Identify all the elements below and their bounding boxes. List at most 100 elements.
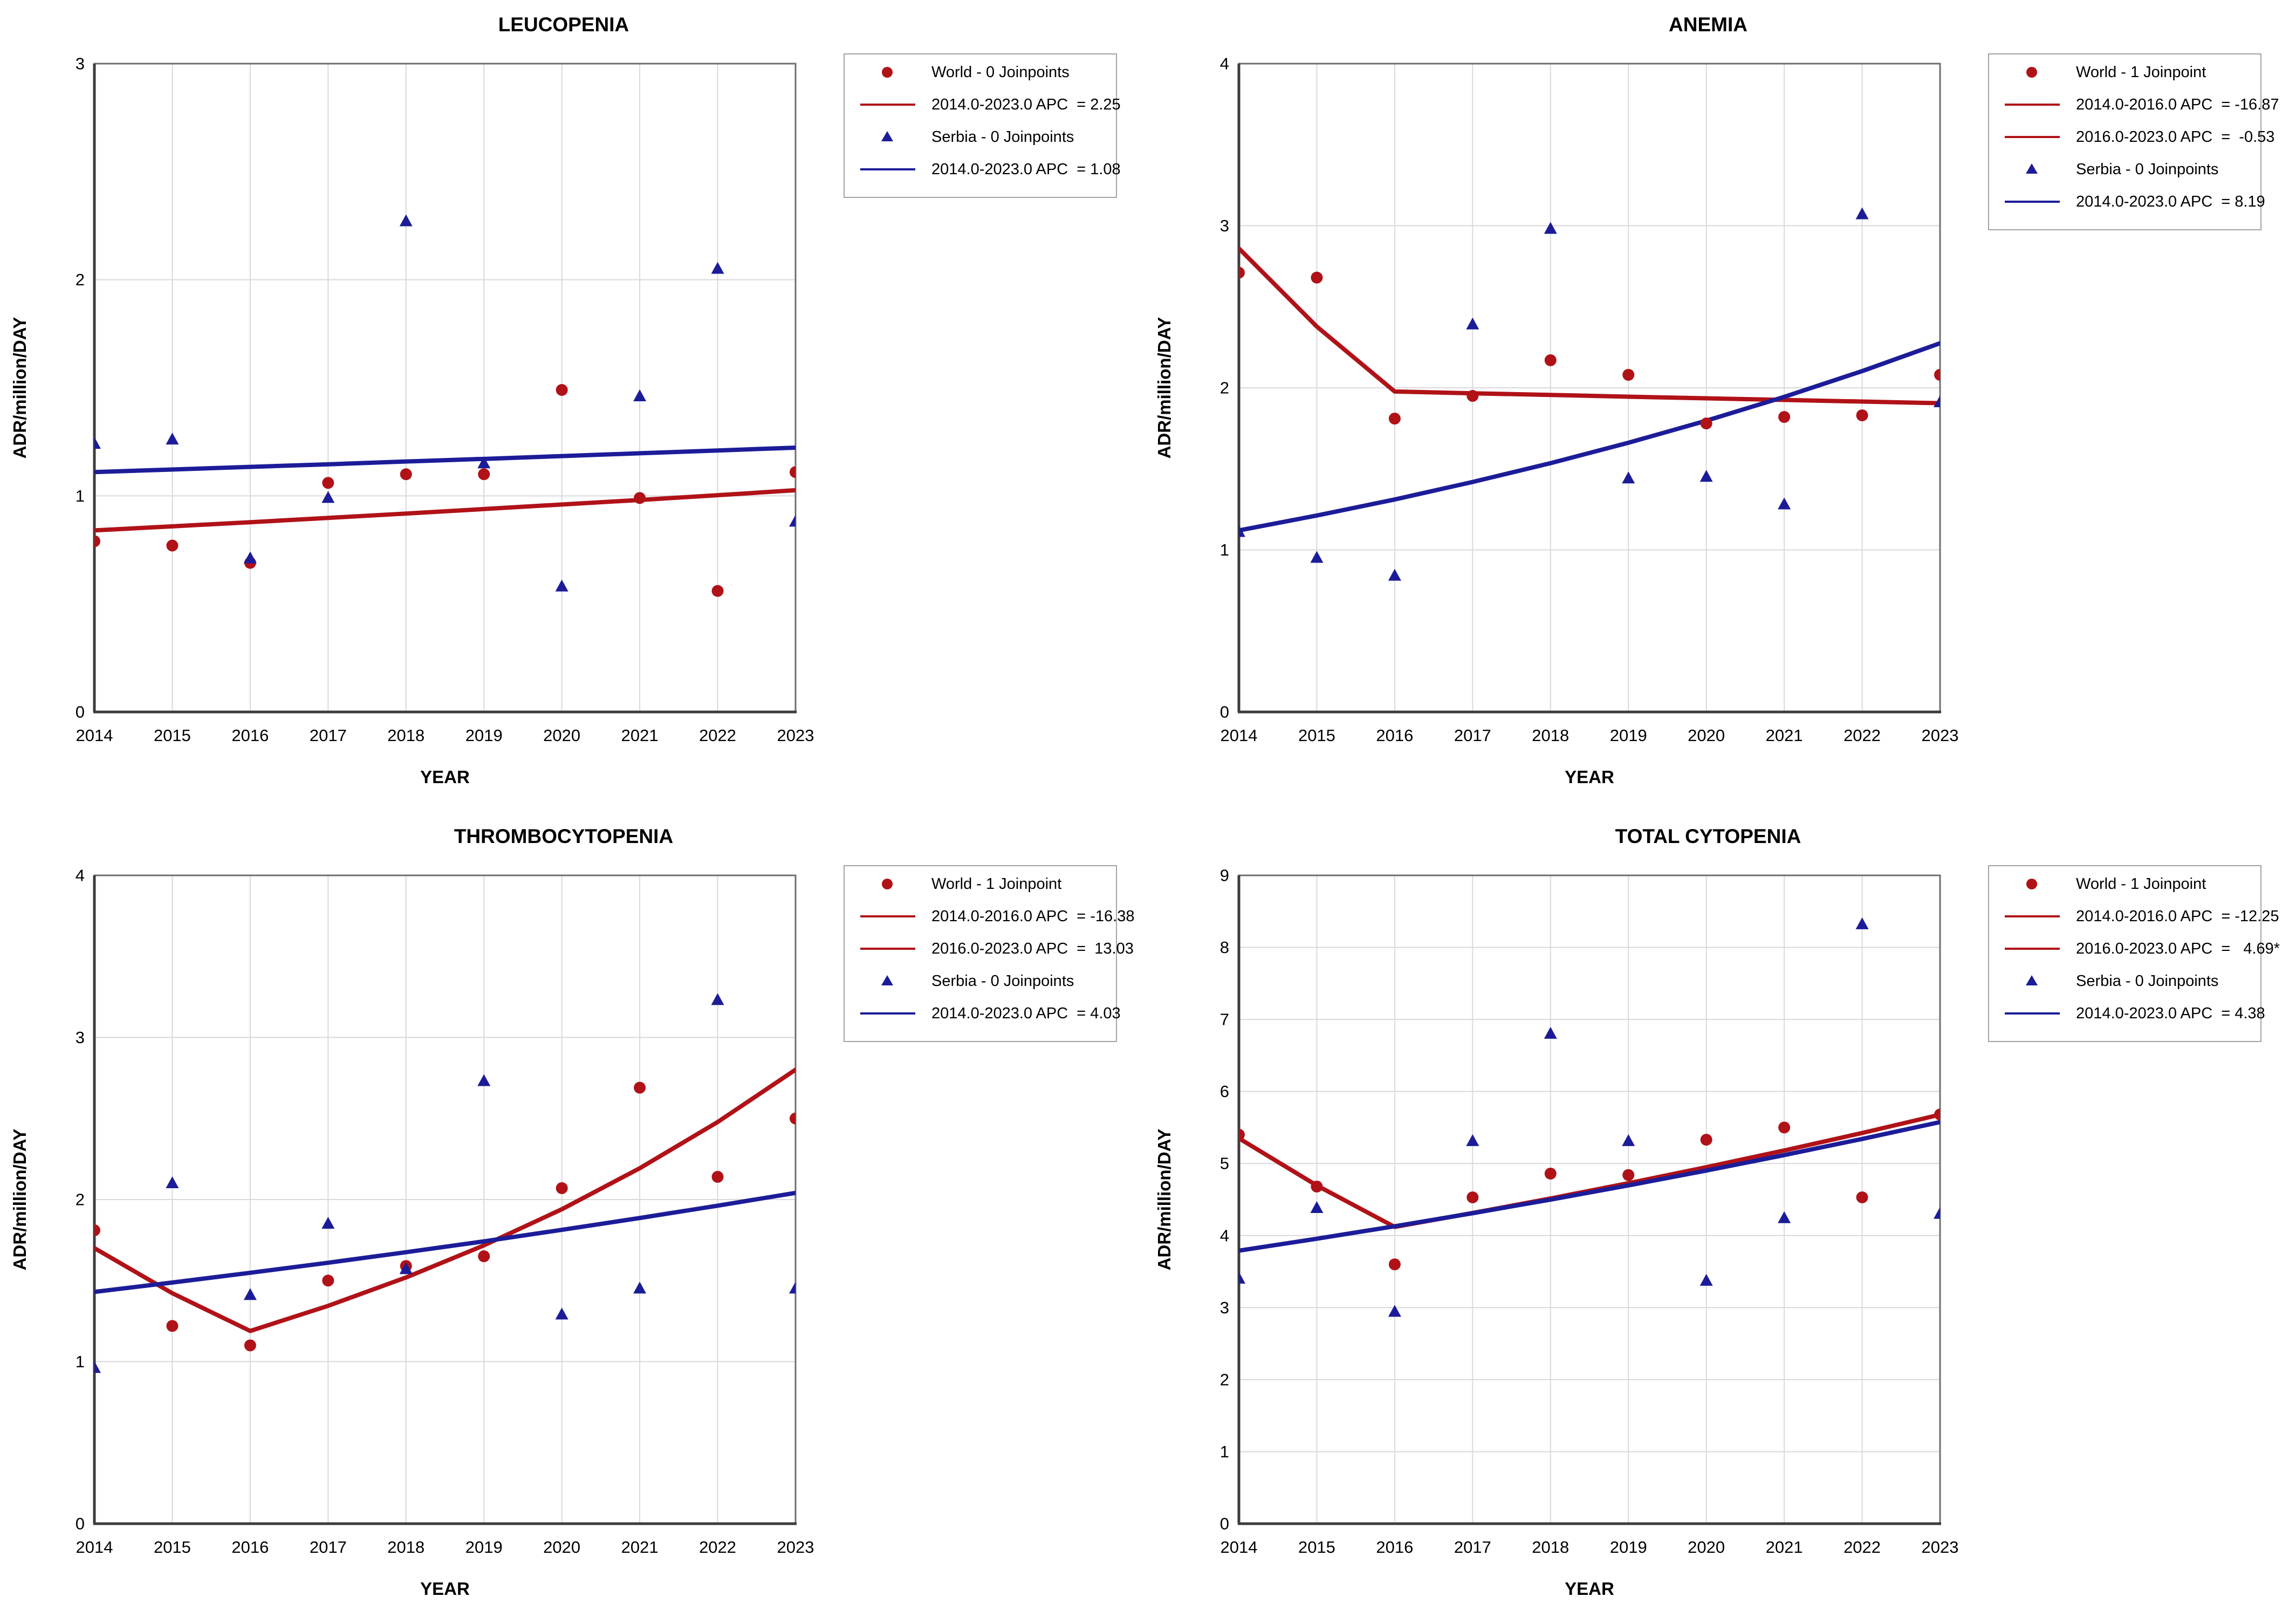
legend: World - 1 Joinpoint 2014.0-2016.0 APC = -… bbox=[844, 865, 1134, 1042]
chart-canvas: 0 1 2 3 4 5 6 7 8 9 2014 2015 2016 2017 2018 2019 2020 20… bbox=[1154, 825, 2280, 1599]
world-data-point bbox=[790, 1112, 796, 1125]
world-trend-line bbox=[94, 488, 796, 533]
chart-canvas: 0 1 2 3 4 2014 2015 2016 2017 2018 2019 2020 2021 202… bbox=[10, 825, 1134, 1599]
x-tick-label: 2015 bbox=[154, 726, 191, 745]
y-tick-label: 4 bbox=[76, 866, 85, 885]
world-data-point bbox=[478, 1250, 490, 1263]
y-tick-label: 5 bbox=[1220, 1154, 1229, 1173]
y-tick-label: 2 bbox=[1220, 379, 1229, 398]
chart-anemia: 0 1 2 3 4 2014 2015 2016 2017 2018 2019 2020 2021 202… bbox=[1144, 0, 2289, 812]
x-tick-label: 2014 bbox=[76, 1538, 113, 1557]
serbia-data-point bbox=[166, 433, 179, 445]
legend-label: Serbia - 0 Joinpoints bbox=[2076, 972, 2218, 990]
y-tick-label: 0 bbox=[1220, 1515, 1229, 1533]
x-tick-label: 2014 bbox=[76, 726, 113, 745]
chart-canvas: 0 1 2 3 2014 2015 2016 2017 2018 2019 2020 2021 2022… bbox=[10, 13, 1121, 787]
world-data-point bbox=[1466, 1191, 1479, 1203]
y-tick-label: 1 bbox=[1220, 540, 1229, 559]
serbia-data-point bbox=[1778, 1211, 1791, 1223]
serbia-data-point bbox=[243, 551, 257, 564]
x-tick-label: 2019 bbox=[465, 726, 503, 745]
serbia-data-point bbox=[1466, 1134, 1479, 1146]
legend-marker-triangle bbox=[2026, 975, 2038, 985]
world-data-point bbox=[556, 384, 568, 396]
x-tick-label: 2014 bbox=[1221, 1538, 1258, 1557]
world-data-point bbox=[1239, 266, 1245, 279]
world-data-point bbox=[790, 466, 796, 478]
world-data-point bbox=[322, 1274, 334, 1287]
chart-total-cytopenia: 0 1 2 3 4 5 6 7 8 9 2014 2015 2016 2017 2018 2019 2020 20… bbox=[1144, 812, 2289, 1624]
serbia-data-point bbox=[711, 262, 724, 274]
world-data-point bbox=[1778, 411, 1791, 423]
serbia-trend-line bbox=[1239, 1120, 1940, 1253]
x-tick-label: 2020 bbox=[543, 726, 580, 745]
serbia-data-point bbox=[94, 437, 101, 449]
x-tick-label: 2017 bbox=[310, 1538, 347, 1557]
x-tick-label: 2016 bbox=[231, 726, 269, 745]
y-tick-label: 2 bbox=[76, 1190, 85, 1209]
y-tick-label: 3 bbox=[1220, 216, 1229, 235]
y-tick-label: 1 bbox=[76, 486, 85, 505]
serbia-data-point bbox=[1699, 470, 1713, 482]
x-tick-label: 2018 bbox=[387, 1538, 424, 1557]
serbia-data-point bbox=[1388, 568, 1401, 581]
legend-marker-triangle bbox=[881, 131, 893, 141]
world-data-point bbox=[1239, 1128, 1245, 1141]
y-tick-label: 7 bbox=[1220, 1010, 1229, 1029]
serbia-data-point bbox=[1934, 395, 1940, 408]
y-axis-label: ADR/million/DAY bbox=[1154, 317, 1174, 459]
legend-marker-triangle bbox=[2026, 163, 2038, 174]
x-tick-label: 2018 bbox=[1532, 1538, 1569, 1557]
serbia-data-point bbox=[1544, 222, 1557, 234]
serbia-data-point bbox=[399, 214, 413, 227]
world-data-point bbox=[556, 1182, 568, 1194]
world-data-point bbox=[1544, 354, 1557, 366]
y-tick-label: 3 bbox=[76, 1028, 85, 1047]
serbia-data-point bbox=[789, 515, 796, 527]
serbia-data-point bbox=[399, 1262, 413, 1274]
serbia-data-point bbox=[321, 491, 335, 503]
world-data-point bbox=[1544, 1167, 1557, 1180]
x-tick-label: 2015 bbox=[154, 1538, 191, 1557]
y-tick-label: 8 bbox=[1220, 938, 1229, 957]
y-tick-label: 0 bbox=[1220, 703, 1229, 722]
y-tick-label: 1 bbox=[76, 1352, 85, 1371]
world-data-point bbox=[711, 1170, 724, 1183]
serbia-data-point bbox=[1778, 497, 1791, 510]
x-axis-label: YEAR bbox=[420, 767, 470, 787]
world-data-point bbox=[1466, 390, 1479, 402]
world-data-point bbox=[94, 535, 100, 547]
legend-marker-triangle bbox=[881, 975, 893, 985]
x-tick-label: 2022 bbox=[1843, 726, 1881, 745]
legend: World - 1 Joinpoint 2014.0-2016.0 APC = -… bbox=[1988, 53, 2279, 230]
world-trend-line bbox=[94, 1067, 796, 1333]
serbia-data-point bbox=[1699, 1273, 1713, 1286]
x-tick-label: 2020 bbox=[1688, 726, 1725, 745]
world-data-point bbox=[1778, 1121, 1791, 1134]
legend-marker-circle bbox=[882, 879, 893, 889]
serbia-data-point bbox=[321, 1217, 335, 1229]
serbia-data-point bbox=[1239, 1271, 1245, 1284]
x-tick-label: 2021 bbox=[621, 1538, 659, 1557]
x-tick-label: 2021 bbox=[1766, 726, 1803, 745]
y-tick-label: 1 bbox=[1220, 1442, 1229, 1461]
y-tick-label: 9 bbox=[1220, 866, 1229, 885]
serbia-data-point bbox=[243, 1288, 257, 1300]
x-tick-label: 2016 bbox=[1376, 1538, 1413, 1557]
legend-label: 2014.0-2023.0 APC = 1.08 bbox=[931, 161, 1121, 178]
world-data-point bbox=[1856, 409, 1868, 422]
world-data-point bbox=[1388, 1258, 1401, 1271]
legend-label: Serbia - 0 Joinpoints bbox=[931, 128, 1074, 146]
x-tick-label: 2020 bbox=[543, 1538, 580, 1557]
plot-area bbox=[1239, 207, 1940, 581]
legend-label: 2016.0-2023.0 APC = 4.69* bbox=[2076, 940, 2280, 957]
serbia-data-point bbox=[1466, 317, 1479, 330]
legend-label: 2014.0-2023.0 APC = 8.19 bbox=[2076, 193, 2265, 210]
y-axis-label: ADR/million/DAY bbox=[10, 317, 30, 459]
x-tick-label: 2015 bbox=[1298, 1538, 1335, 1557]
world-data-point bbox=[1622, 1169, 1635, 1181]
serbia-data-point bbox=[1855, 207, 1869, 220]
legend-label: Serbia - 0 Joinpoints bbox=[931, 972, 1074, 990]
serbia-data-point bbox=[477, 1074, 491, 1086]
